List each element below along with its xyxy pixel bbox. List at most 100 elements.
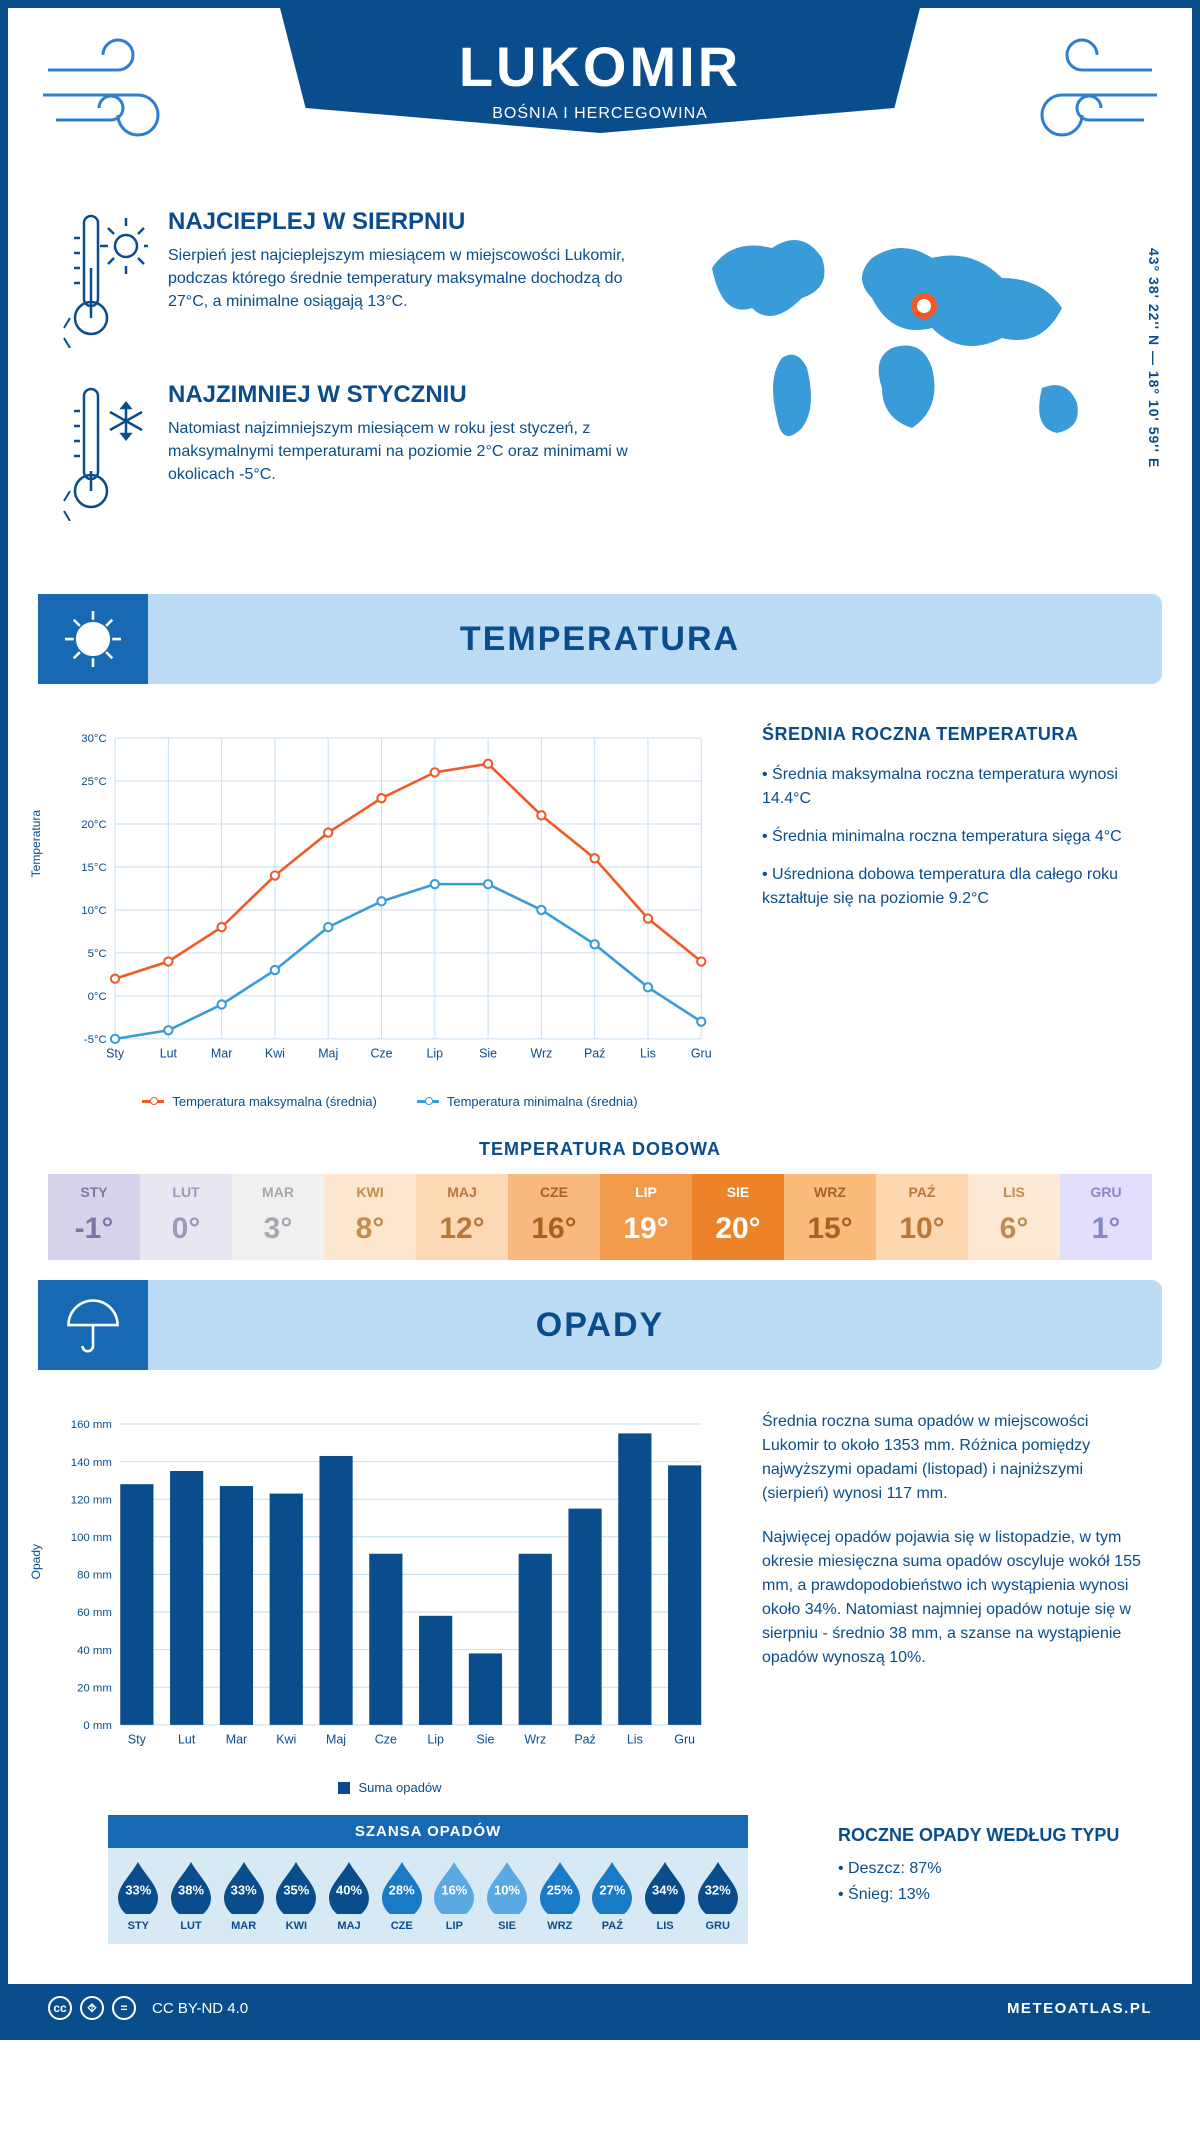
daily-cell: WRZ15°: [784, 1174, 876, 1260]
section-temperature-title: TEMPERATURA: [460, 620, 740, 659]
svg-text:Lut: Lut: [178, 1733, 196, 1747]
svg-text:Lut: Lut: [160, 1047, 178, 1061]
svg-text:Sie: Sie: [479, 1047, 497, 1061]
temperature-line-chart: Temperatura -5°C0°C5°C10°C15°C20°C25°C30…: [58, 724, 722, 1084]
umbrella-icon: [38, 1280, 148, 1370]
chance-title: SZANSA OPADÓW: [108, 1815, 748, 1848]
temp-info-b2: • Średnia minimalna roczna temperatura s…: [762, 825, 1142, 849]
license-text: CC BY-ND 4.0: [152, 2000, 248, 2017]
precip-bar-chart: Opady 0 mm20 mm40 mm60 mm80 mm100 mm120 …: [58, 1410, 722, 1770]
svg-text:Kwi: Kwi: [276, 1733, 296, 1747]
daily-cell: MAR3°: [232, 1174, 324, 1260]
fact-coldest: NAJZIMNIEJ W STYCZNIU Natomiast najzimni…: [58, 381, 642, 526]
svg-text:Sty: Sty: [128, 1733, 147, 1747]
fact-warmest-body: Sierpień jest najcieplejszym miesiącem w…: [168, 244, 642, 314]
chance-drop: 10%SIE: [483, 1860, 532, 1932]
section-temperature: TEMPERATURA: [38, 594, 1162, 684]
daily-cell: GRU1°: [1060, 1174, 1152, 1260]
svg-text:Paź: Paź: [574, 1733, 595, 1747]
svg-text:20 mm: 20 mm: [77, 1682, 112, 1694]
fact-coldest-title: NAJZIMNIEJ W STYCZNIU: [168, 381, 642, 409]
precip-type-snow: • Śnieg: 13%: [838, 1882, 1142, 1908]
chance-drop: 38%LUT: [167, 1860, 216, 1932]
chance-drop: 27%PAŹ: [588, 1860, 637, 1932]
daily-cell: LIP19°: [600, 1174, 692, 1260]
svg-text:80 mm: 80 mm: [77, 1570, 112, 1582]
svg-text:Maj: Maj: [318, 1047, 338, 1061]
daily-temp-table: STY-1°LUT0°MAR3°KWI8°MAJ12°CZE16°LIP19°S…: [48, 1174, 1152, 1260]
fact-coldest-body: Natomiast najzimniejszym miesiącem w rok…: [168, 417, 642, 487]
legend-min: Temperatura minimalna (średnia): [447, 1094, 638, 1109]
chance-drop: 40%MAJ: [325, 1860, 374, 1932]
svg-text:Wrz: Wrz: [530, 1047, 552, 1061]
svg-text:40 mm: 40 mm: [77, 1645, 112, 1657]
temp-chart-ylabel: Temperatura: [29, 810, 43, 877]
daily-cell: STY-1°: [48, 1174, 140, 1260]
svg-text:Kwi: Kwi: [265, 1047, 285, 1061]
cc-icon: cc: [48, 1996, 72, 2020]
precip-info-p2: Najwięcej opadów pojawia się w listopadz…: [762, 1526, 1142, 1670]
footer: cc ⯑ = CC BY-ND 4.0 METEOATLAS.PL: [8, 1984, 1192, 2032]
svg-text:15°C: 15°C: [81, 862, 106, 874]
svg-text:Lip: Lip: [426, 1047, 443, 1061]
temp-info-heading: ŚREDNIA ROCZNA TEMPERATURA: [762, 724, 1142, 745]
coordinates: 43° 38' 22'' N — 18° 10' 59'' E: [1146, 248, 1162, 468]
precip-type-heading: ROCZNE OPADY WEDŁUG TYPU: [838, 1825, 1142, 1846]
thermometer-sun-icon: [58, 208, 148, 353]
legend-max: Temperatura maksymalna (średnia): [172, 1094, 376, 1109]
svg-text:Lis: Lis: [640, 1047, 656, 1061]
chance-drop: 33%MAR: [219, 1860, 268, 1932]
svg-text:Gru: Gru: [674, 1733, 695, 1747]
svg-text:Lip: Lip: [427, 1733, 444, 1747]
svg-text:Sie: Sie: [476, 1733, 494, 1747]
section-precip: OPADY: [38, 1280, 1162, 1370]
daily-cell: LUT0°: [140, 1174, 232, 1260]
svg-text:Wrz: Wrz: [524, 1733, 546, 1747]
daily-cell: MAJ12°: [416, 1174, 508, 1260]
chance-drop: 34%LIS: [641, 1860, 690, 1932]
svg-text:30°C: 30°C: [81, 733, 106, 745]
svg-text:140 mm: 140 mm: [71, 1457, 112, 1469]
daily-cell: SIE20°: [692, 1174, 784, 1260]
precip-chart-legend: Suma opadów: [58, 1780, 722, 1795]
location-title: LUKOMIR: [400, 34, 800, 99]
precip-chance-strip: SZANSA OPADÓW 33%STY38%LUT33%MAR35%KWI40…: [108, 1815, 748, 1944]
svg-text:Maj: Maj: [326, 1733, 346, 1747]
svg-text:160 mm: 160 mm: [71, 1419, 112, 1431]
svg-text:Mar: Mar: [226, 1733, 247, 1747]
section-precip-title: OPADY: [536, 1306, 664, 1345]
svg-text:100 mm: 100 mm: [71, 1532, 112, 1544]
temp-chart-legend: Temperatura maksymalna (średnia) Tempera…: [58, 1094, 722, 1109]
wind-decoration-icon: [38, 30, 188, 150]
svg-text:120 mm: 120 mm: [71, 1494, 112, 1506]
thermometer-snow-icon: [58, 381, 148, 526]
location-subtitle: BOŚNIA I HERCEGOWINA: [400, 105, 800, 123]
sun-icon: [38, 594, 148, 684]
daily-cell: CZE16°: [508, 1174, 600, 1260]
chance-drop: 33%STY: [114, 1860, 163, 1932]
svg-text:0 mm: 0 mm: [83, 1720, 112, 1732]
svg-text:20°C: 20°C: [81, 819, 106, 831]
svg-text:Sty: Sty: [106, 1047, 125, 1061]
svg-text:-5°C: -5°C: [84, 1034, 107, 1046]
chance-drop: 25%WRZ: [535, 1860, 584, 1932]
svg-text:Paź: Paź: [584, 1047, 605, 1061]
precip-info-p1: Średnia roczna suma opadów w miejscowośc…: [762, 1410, 1142, 1506]
svg-text:Cze: Cze: [375, 1733, 397, 1747]
nd-icon: =: [112, 1996, 136, 2020]
fact-warmest: NAJCIEPLEJ W SIERPNIU Sierpień jest najc…: [58, 208, 642, 353]
svg-text:0°C: 0°C: [88, 991, 107, 1003]
world-map: [672, 208, 1142, 468]
svg-text:Gru: Gru: [691, 1047, 712, 1061]
brand: METEOATLAS.PL: [1007, 2000, 1152, 2017]
temp-info-b3: • Uśredniona dobowa temperatura dla całe…: [762, 863, 1142, 911]
wind-decoration-icon: [1012, 30, 1162, 150]
daily-cell: LIS6°: [968, 1174, 1060, 1260]
by-icon: ⯑: [80, 1996, 104, 2020]
chance-drop: 35%KWI: [272, 1860, 321, 1932]
daily-temp-title: TEMPERATURA DOBOWA: [8, 1139, 1192, 1160]
temp-info-b1: • Średnia maksymalna roczna temperatura …: [762, 763, 1142, 811]
svg-text:10°C: 10°C: [81, 905, 106, 917]
chance-drop: 32%GRU: [693, 1860, 742, 1932]
svg-text:Cze: Cze: [370, 1047, 392, 1061]
